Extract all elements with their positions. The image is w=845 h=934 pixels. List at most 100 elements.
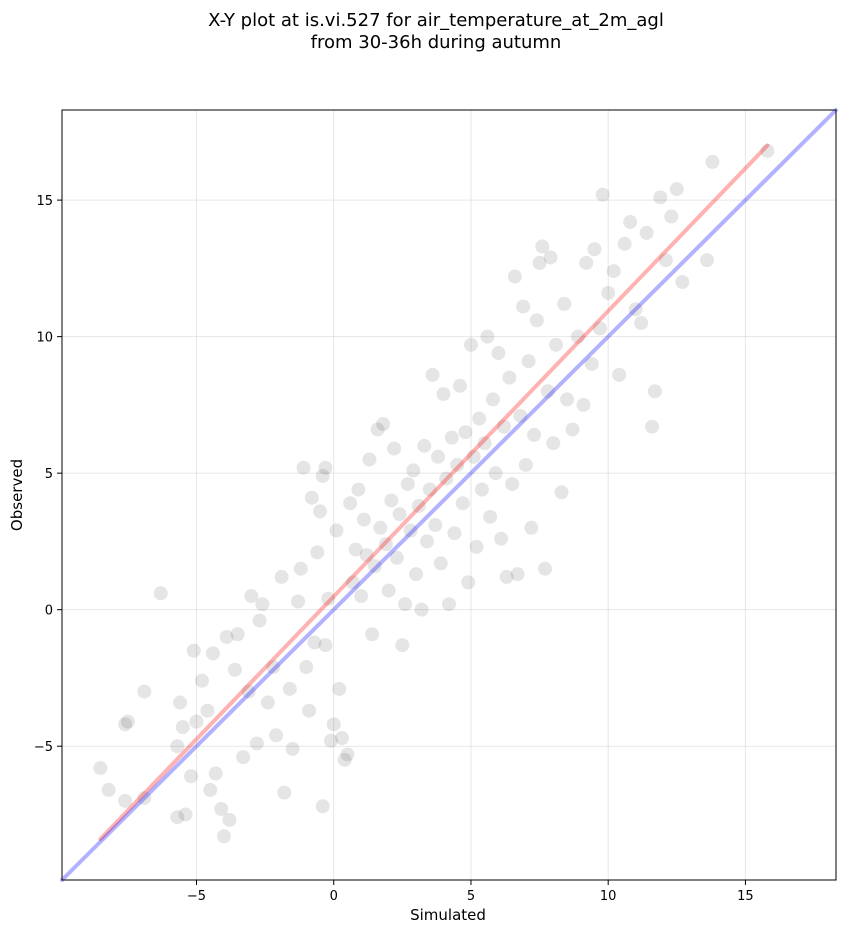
scatter-point	[442, 597, 456, 612]
scatter-point	[439, 471, 454, 486]
scatter-point	[496, 419, 511, 434]
grid	[62, 110, 836, 880]
y-tick-label: 15	[36, 194, 53, 209]
scatter-point	[705, 154, 720, 169]
scatter-point	[340, 747, 355, 762]
scatter-point	[474, 482, 489, 497]
scatter-point	[543, 250, 558, 265]
scatter-point	[219, 629, 234, 644]
scatter-point	[579, 255, 594, 270]
scatter-point	[425, 367, 440, 382]
scatter-point	[392, 507, 407, 522]
plot-frame	[61, 109, 837, 881]
scatter-point	[584, 356, 599, 371]
scatter-point	[634, 315, 649, 330]
scatter-point	[170, 739, 185, 754]
scatter-point	[260, 695, 275, 710]
scatter-point	[384, 493, 399, 508]
scatter-point	[653, 190, 668, 205]
scatter-point	[214, 802, 229, 817]
scatter-point	[483, 509, 498, 524]
scatter-point	[343, 496, 358, 511]
scatter-point	[494, 531, 509, 546]
scatter-point	[669, 182, 684, 197]
scatter-point	[387, 441, 402, 456]
scatter-point	[601, 285, 616, 300]
scatter-point	[203, 782, 218, 797]
scatter-point	[647, 384, 662, 399]
scatter-point	[173, 695, 188, 710]
scatter-point	[406, 463, 421, 478]
scatter-point	[455, 496, 470, 511]
scatter-point	[422, 482, 437, 497]
scatter-point	[354, 589, 369, 604]
scatter-point	[101, 782, 116, 797]
axis-ticks: −5 0 5 10 15 −5 0 5 10 15	[34, 194, 754, 904]
identity-line	[60, 108, 838, 882]
scatter-point	[606, 264, 621, 279]
scatter-point	[249, 736, 264, 751]
scatter-point	[359, 548, 374, 563]
scatter-point	[540, 384, 555, 399]
scatter-point	[436, 386, 451, 401]
scatter-point	[304, 490, 319, 505]
scatter-point	[252, 613, 267, 628]
scatter-point	[645, 419, 660, 434]
y-axis-label: Observed	[8, 459, 26, 531]
scatter-point	[348, 542, 363, 557]
scatter-point	[323, 733, 338, 748]
scatter-point	[282, 681, 297, 696]
scatter-point	[411, 498, 426, 513]
scatter-point	[362, 452, 377, 467]
scatter-point	[527, 427, 542, 442]
scatter-point	[477, 436, 492, 451]
scatter-point	[398, 597, 413, 612]
scatter-point	[332, 681, 347, 696]
scatter-point	[507, 269, 522, 284]
scatter-point	[521, 354, 536, 369]
scatter-point	[587, 242, 602, 257]
scatter-point	[277, 785, 292, 800]
scatter-point	[565, 422, 580, 437]
scatter-point	[420, 534, 435, 549]
scatter-point	[313, 504, 327, 519]
scatter-point	[178, 807, 193, 822]
scatter-point	[546, 436, 561, 451]
scatter-point	[571, 329, 585, 344]
y-tick-label: 0	[45, 604, 53, 619]
scatter-point	[760, 143, 775, 158]
scatter-point	[373, 520, 388, 535]
scatter-point	[480, 329, 495, 344]
scatter-point	[255, 597, 270, 612]
scatter-point	[554, 485, 569, 500]
scatter-point	[189, 714, 204, 729]
scatter-point	[395, 638, 410, 653]
scatter-point	[381, 583, 396, 598]
scatter-point	[463, 337, 478, 352]
fit-lines	[60, 108, 838, 882]
scatter-point	[592, 321, 607, 336]
scatter-point	[345, 575, 360, 590]
scatter-point	[318, 460, 333, 475]
scatter-point	[321, 591, 336, 606]
chart-title: X-Y plot at is.vi.527 for air_temperatur…	[208, 10, 664, 31]
scatter-point	[461, 575, 476, 590]
scatter-point	[351, 482, 366, 497]
scatter-point	[170, 810, 185, 825]
scatter-point	[499, 569, 514, 584]
scatter-point	[241, 684, 256, 699]
scatter-point	[227, 662, 242, 677]
scatter-point	[417, 438, 432, 453]
chart-subtitle: from 30-36h during autumn	[311, 32, 562, 53]
scatter-point	[458, 425, 473, 440]
scatter-point	[502, 370, 517, 385]
scatter-point	[516, 299, 531, 314]
scatter-point	[576, 397, 591, 412]
scatter-point	[560, 392, 575, 407]
scatter-point	[485, 392, 500, 407]
scatter-point	[329, 523, 344, 538]
scatter-point	[675, 275, 690, 290]
scatter-point	[400, 477, 415, 492]
scatter-point	[623, 214, 638, 229]
scatter-point	[293, 561, 308, 576]
